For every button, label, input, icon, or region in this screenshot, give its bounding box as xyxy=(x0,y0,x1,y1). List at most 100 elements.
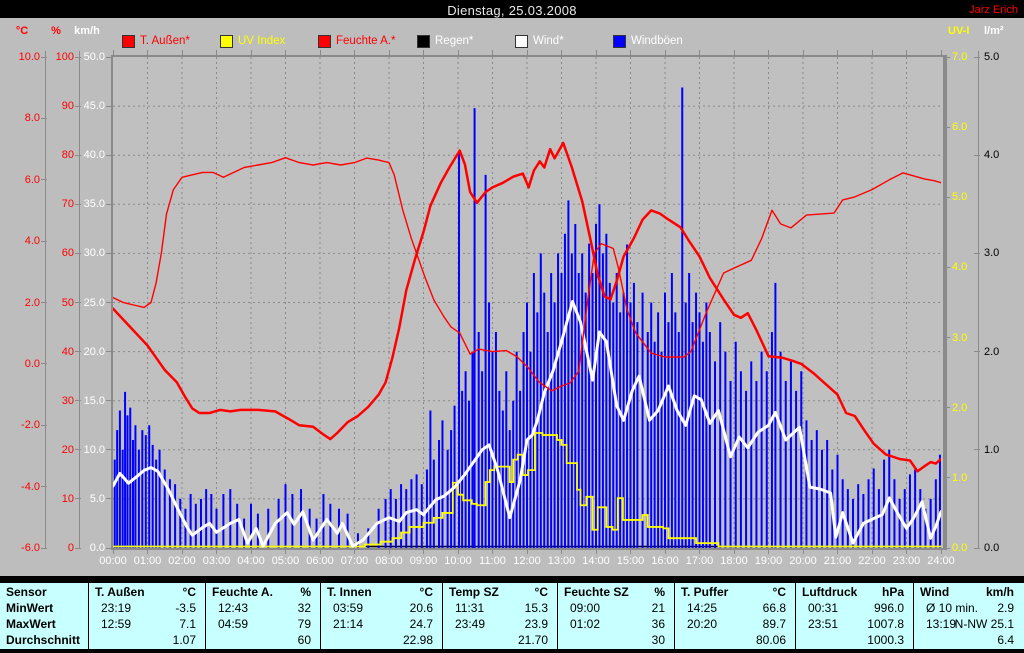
t-au-en-curve xyxy=(113,141,941,473)
cell-max-time: 20:20 xyxy=(687,617,718,631)
axis-tick-rain xyxy=(974,351,980,353)
cell-avg-value: 1.07 xyxy=(172,633,196,647)
y-axis-label-temperature: 6.0 xyxy=(24,173,40,186)
sensor-summary-table: Sensor MinWert MaxWert Durchschnitt T. Außen… xyxy=(0,583,1024,649)
axis-unit-temperature: °C xyxy=(15,25,29,37)
legend-label: Feuchte A.* xyxy=(336,35,396,47)
chart-panel: °C% km/h UV-I l/m² T. Außen* UV Index Feuchte … xyxy=(0,18,1024,576)
y-axis-label-uv: 4.0 xyxy=(952,261,968,274)
hour-tick-bottom xyxy=(630,550,631,554)
axis-tick-temperature xyxy=(41,179,47,181)
x-axis-label: 04:00 xyxy=(237,555,265,567)
x-axis-label: 18:00 xyxy=(720,555,748,567)
axis-tick-temperature xyxy=(41,302,47,303)
hour-tick-top xyxy=(561,50,562,55)
y-axis-label-rain: 3.0 xyxy=(984,247,1000,260)
wind-curve xyxy=(113,300,941,548)
cell-avg-value: 22.98 xyxy=(402,633,433,647)
y-axis-label-wind: 40.0 xyxy=(83,149,105,162)
y-axis-label-humidity: 10 xyxy=(61,492,74,505)
y-axis-label-temperature: 2.0 xyxy=(24,296,40,309)
x-axis-label: 03:00 xyxy=(202,555,231,567)
table-separator xyxy=(913,583,914,649)
y-axis-label-humidity: 0 xyxy=(67,542,74,554)
y-axis-label-wind: 45.0 xyxy=(83,100,105,113)
x-axis-label: 14:00 xyxy=(582,555,610,567)
axis-tick-temperature xyxy=(41,240,47,242)
y-axis-label-humidity: 90 xyxy=(61,100,74,113)
y-axis-label-wind: 15.0 xyxy=(83,394,105,407)
y-axis-label-uv: 0.0 xyxy=(952,542,968,554)
y-axis-label-humidity: 70 xyxy=(61,198,74,211)
page-title: Dienstag, 25.03.2008 xyxy=(447,3,577,18)
y-axis-label-temperature: -4.0 xyxy=(21,480,40,493)
hour-tick-bottom xyxy=(561,550,562,554)
axis-line-temperature xyxy=(45,51,46,548)
hour-tick-top xyxy=(699,50,700,55)
title-bar: Dienstag, 25.03.2008 Jarz Erich xyxy=(0,0,1024,18)
axis-tick-humidity xyxy=(75,154,81,156)
cell-max-value: 36 xyxy=(651,617,665,631)
axis-tick-uv xyxy=(944,547,950,549)
hour-tick-bottom xyxy=(181,550,183,554)
cell-min-value: 2.9 xyxy=(997,601,1014,615)
hour-tick-top xyxy=(285,50,286,55)
hour-tick-bottom xyxy=(354,550,355,554)
cell-avg-value: 6.4 xyxy=(997,633,1014,647)
axis-tick-humidity xyxy=(75,203,81,205)
hour-tick-bottom xyxy=(112,550,114,554)
col-header-feuchte-a: Feuchte A. xyxy=(212,585,273,599)
y-axis-label-temperature: 8.0 xyxy=(24,112,40,125)
axis-tick-temperature xyxy=(41,547,47,549)
cell-min-time: 12:43 xyxy=(218,601,249,615)
x-axis-label: 22:00 xyxy=(858,555,886,567)
axis-tick-humidity xyxy=(75,449,81,451)
hour-tick-bottom xyxy=(285,550,286,554)
cell-max-time: 23:51 xyxy=(808,617,839,631)
feuchte-a-curve xyxy=(113,156,941,392)
hour-tick-top xyxy=(733,50,735,55)
y-axis-label-rain: 2.0 xyxy=(984,345,1000,358)
hour-tick-top xyxy=(354,50,355,55)
cell-max-time: 23:49 xyxy=(455,617,486,631)
hour-tick-top xyxy=(388,50,390,55)
y-axis-label-uv: 2.0 xyxy=(952,401,968,414)
y-axis-label-humidity: 40 xyxy=(61,345,74,358)
axis-tick-humidity xyxy=(75,105,81,107)
hour-tick-bottom xyxy=(595,550,597,554)
hour-tick-top xyxy=(423,50,424,55)
cell-min-time: 11:31 xyxy=(455,601,485,615)
x-axis-label: 21:00 xyxy=(823,555,852,567)
axis-tick-humidity xyxy=(75,302,81,303)
table-separator xyxy=(88,583,89,649)
hour-tick-top xyxy=(802,50,804,55)
col-header-t-puffer: T. Puffer xyxy=(681,585,729,599)
hour-tick-top xyxy=(147,50,148,55)
x-axis-label: 09:00 xyxy=(409,555,438,567)
axis-tick-wind xyxy=(106,498,112,500)
legend-swatch-uv-index-icon xyxy=(220,35,233,48)
y-axis-label-temperature: 10.0 xyxy=(18,51,40,63)
cell-avg-value: 1000.3 xyxy=(867,633,904,647)
cell-min-time: 23:19 xyxy=(101,601,132,615)
y-axis-label-temperature: 4.0 xyxy=(24,235,40,248)
cell-min-time: 03:59 xyxy=(333,601,364,615)
x-axis-label: 07:00 xyxy=(340,555,369,567)
y-axis-label-wind: 0.0 xyxy=(89,542,105,554)
axis-tick-wind xyxy=(106,203,112,205)
axis-unit-uv: UV-I xyxy=(948,25,970,37)
hour-tick-bottom xyxy=(733,550,735,554)
y-axis-label-humidity: 30 xyxy=(61,394,74,407)
x-axis-label: 05:00 xyxy=(271,555,300,567)
axis-tick-temperature xyxy=(41,486,47,488)
y-axis-label-uv: 1.0 xyxy=(952,471,968,484)
col-header-wind: Wind xyxy=(920,585,950,599)
axis-tick-rain xyxy=(974,154,980,156)
hour-tick-bottom xyxy=(147,550,148,554)
uv-index-steps xyxy=(113,432,941,548)
col-header-temp-sz: Temp SZ xyxy=(449,585,499,599)
hour-tick-top xyxy=(768,50,769,55)
hour-tick-top xyxy=(526,50,528,55)
y-axis-label-humidity: 100 xyxy=(55,51,74,63)
